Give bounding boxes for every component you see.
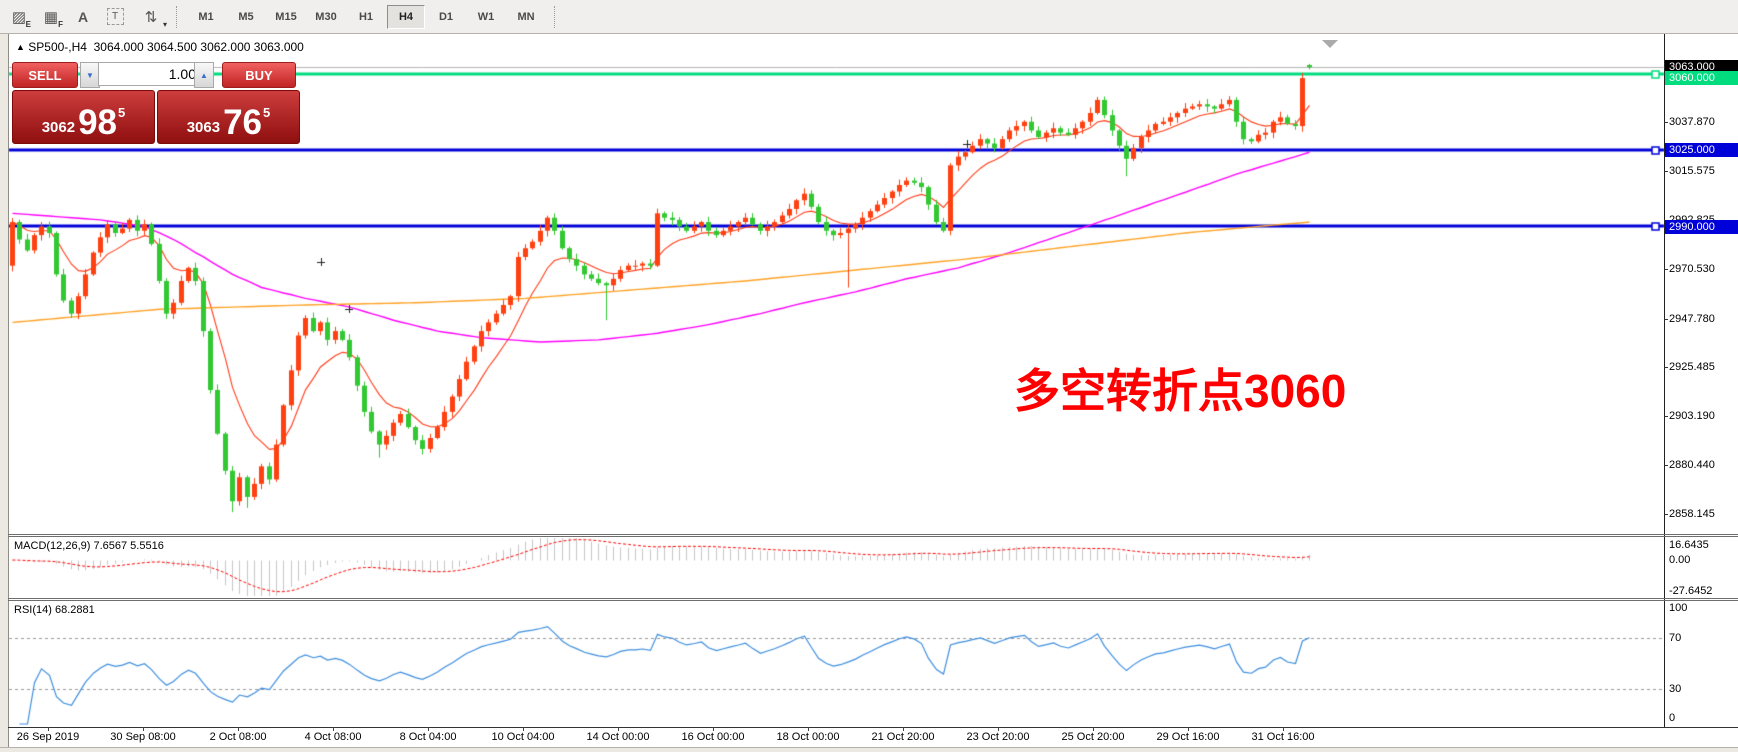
price-tick-mark <box>1664 367 1668 369</box>
date-tick-label: 30 Sep 08:00 <box>110 731 176 743</box>
date-tick-label: 26 Sep 2019 <box>16 731 80 743</box>
date-tick-label: 4 Oct 08:00 <box>304 731 362 743</box>
buy-pips: 76 <box>223 103 263 142</box>
buy-button[interactable]: BUY <box>222 62 296 88</box>
rsi-scale-label: 0 <box>1669 712 1676 724</box>
date-tick-label: 10 Oct 04:00 <box>491 731 555 743</box>
sell-pips: 98 <box>78 103 118 142</box>
date-tick-mark <box>428 727 429 731</box>
date-tick-mark <box>1283 727 1284 731</box>
level-price-badge: 2990.000 <box>1665 220 1738 234</box>
one-click-trading-panel: SELL ▼ ▲ BUY 3062 98 5 3063 76 5 <box>10 60 302 144</box>
price-tick-label: 2970.530 <box>1669 262 1715 275</box>
price-tick-label: 2925.485 <box>1669 361 1715 374</box>
date-tick-label: 29 Oct 16:00 <box>1156 731 1220 743</box>
level-price-badge: 3025.000 <box>1665 143 1738 157</box>
price-tick-label: 3037.870 <box>1669 116 1715 128</box>
price-tick-label: 2903.190 <box>1669 409 1715 422</box>
price-tick-label: 2858.145 <box>1669 508 1715 521</box>
date-tick-label: 2 Oct 08:00 <box>209 731 267 743</box>
chart-title: ▲ SP500-,H4 3064.000 3064.500 3062.000 3… <box>16 40 304 54</box>
price-tick-mark <box>1664 318 1668 320</box>
volume-decrease-button[interactable]: ▼ <box>80 62 100 88</box>
date-tick-mark <box>143 727 144 731</box>
date-tick-mark <box>238 727 239 731</box>
current-price-badge: 3063.000 <box>1665 60 1738 74</box>
sell-quote-tile[interactable]: 3062 98 5 <box>12 90 155 144</box>
rsi-scale-label: 30 <box>1669 683 1682 695</box>
sell-button[interactable]: SELL <box>12 62 78 88</box>
date-tick-label: 18 Oct 00:00 <box>776 731 840 743</box>
date-tick-label: 16 Oct 00:00 <box>681 731 745 743</box>
date-tick-label: 14 Oct 00:00 <box>586 731 650 743</box>
price-tick-mark <box>1664 268 1668 270</box>
date-tick-mark <box>713 727 714 731</box>
macd-scale-label: 16.6435 <box>1669 539 1709 551</box>
volume-increase-button[interactable]: ▲ <box>194 62 214 88</box>
date-tick-mark <box>333 727 334 731</box>
rsi-scale-label: 100 <box>1669 602 1688 614</box>
buy-quote-tile[interactable]: 3063 76 5 <box>157 90 300 144</box>
date-tick-mark <box>1188 727 1189 731</box>
date-tick-label: 23 Oct 20:00 <box>966 731 1030 743</box>
sell-pipette: 5 <box>118 105 126 120</box>
date-tick-label: 31 Oct 16:00 <box>1251 731 1315 743</box>
volume-input[interactable] <box>98 62 202 86</box>
date-tick-mark <box>48 727 49 731</box>
sell-big-figure: 3062 <box>41 119 76 136</box>
buy-big-figure: 3063 <box>186 119 221 136</box>
date-tick-mark <box>998 727 999 731</box>
date-tick-label: 25 Oct 20:00 <box>1061 731 1125 743</box>
price-tick-label: 2947.780 <box>1669 312 1715 325</box>
date-tick-mark <box>903 727 904 731</box>
price-tick-mark <box>1664 465 1668 467</box>
chart-shift-triangle-icon[interactable] <box>1322 40 1338 48</box>
symbol-marker-icon: ▲ <box>16 42 25 52</box>
price-tick-label: 3015.575 <box>1669 164 1715 177</box>
chart-title-text: SP500-,H4 3064.000 3064.500 3062.000 306… <box>28 40 304 54</box>
buy-pipette: 5 <box>263 105 271 120</box>
price-tick-mark <box>1664 415 1668 417</box>
date-tick-label: 8 Oct 04:00 <box>399 731 457 743</box>
macd-scale-label: -27.6452 <box>1669 585 1713 597</box>
date-tick-mark <box>618 727 619 731</box>
macd-scale-label: 0.00 <box>1669 554 1691 566</box>
level-price-badge: 3060.000 <box>1665 71 1738 85</box>
rsi-label: RSI(14) 68.2881 <box>14 604 95 616</box>
rsi-scale-label: 70 <box>1669 632 1682 644</box>
price-tick-mark <box>1664 514 1668 516</box>
macd-label: MACD(12,26,9) 7.6567 5.5516 <box>14 540 164 552</box>
date-tick-mark <box>523 727 524 731</box>
date-tick-label: 21 Oct 20:00 <box>871 731 935 743</box>
price-tick-mark <box>1664 122 1668 123</box>
chart-text-annotation[interactable]: 多空转折点3060 <box>1014 365 1347 417</box>
date-tick-mark <box>1093 727 1094 731</box>
date-tick-mark <box>808 727 809 731</box>
price-tick-label: 2880.440 <box>1669 459 1715 472</box>
price-tick-mark <box>1664 170 1668 172</box>
